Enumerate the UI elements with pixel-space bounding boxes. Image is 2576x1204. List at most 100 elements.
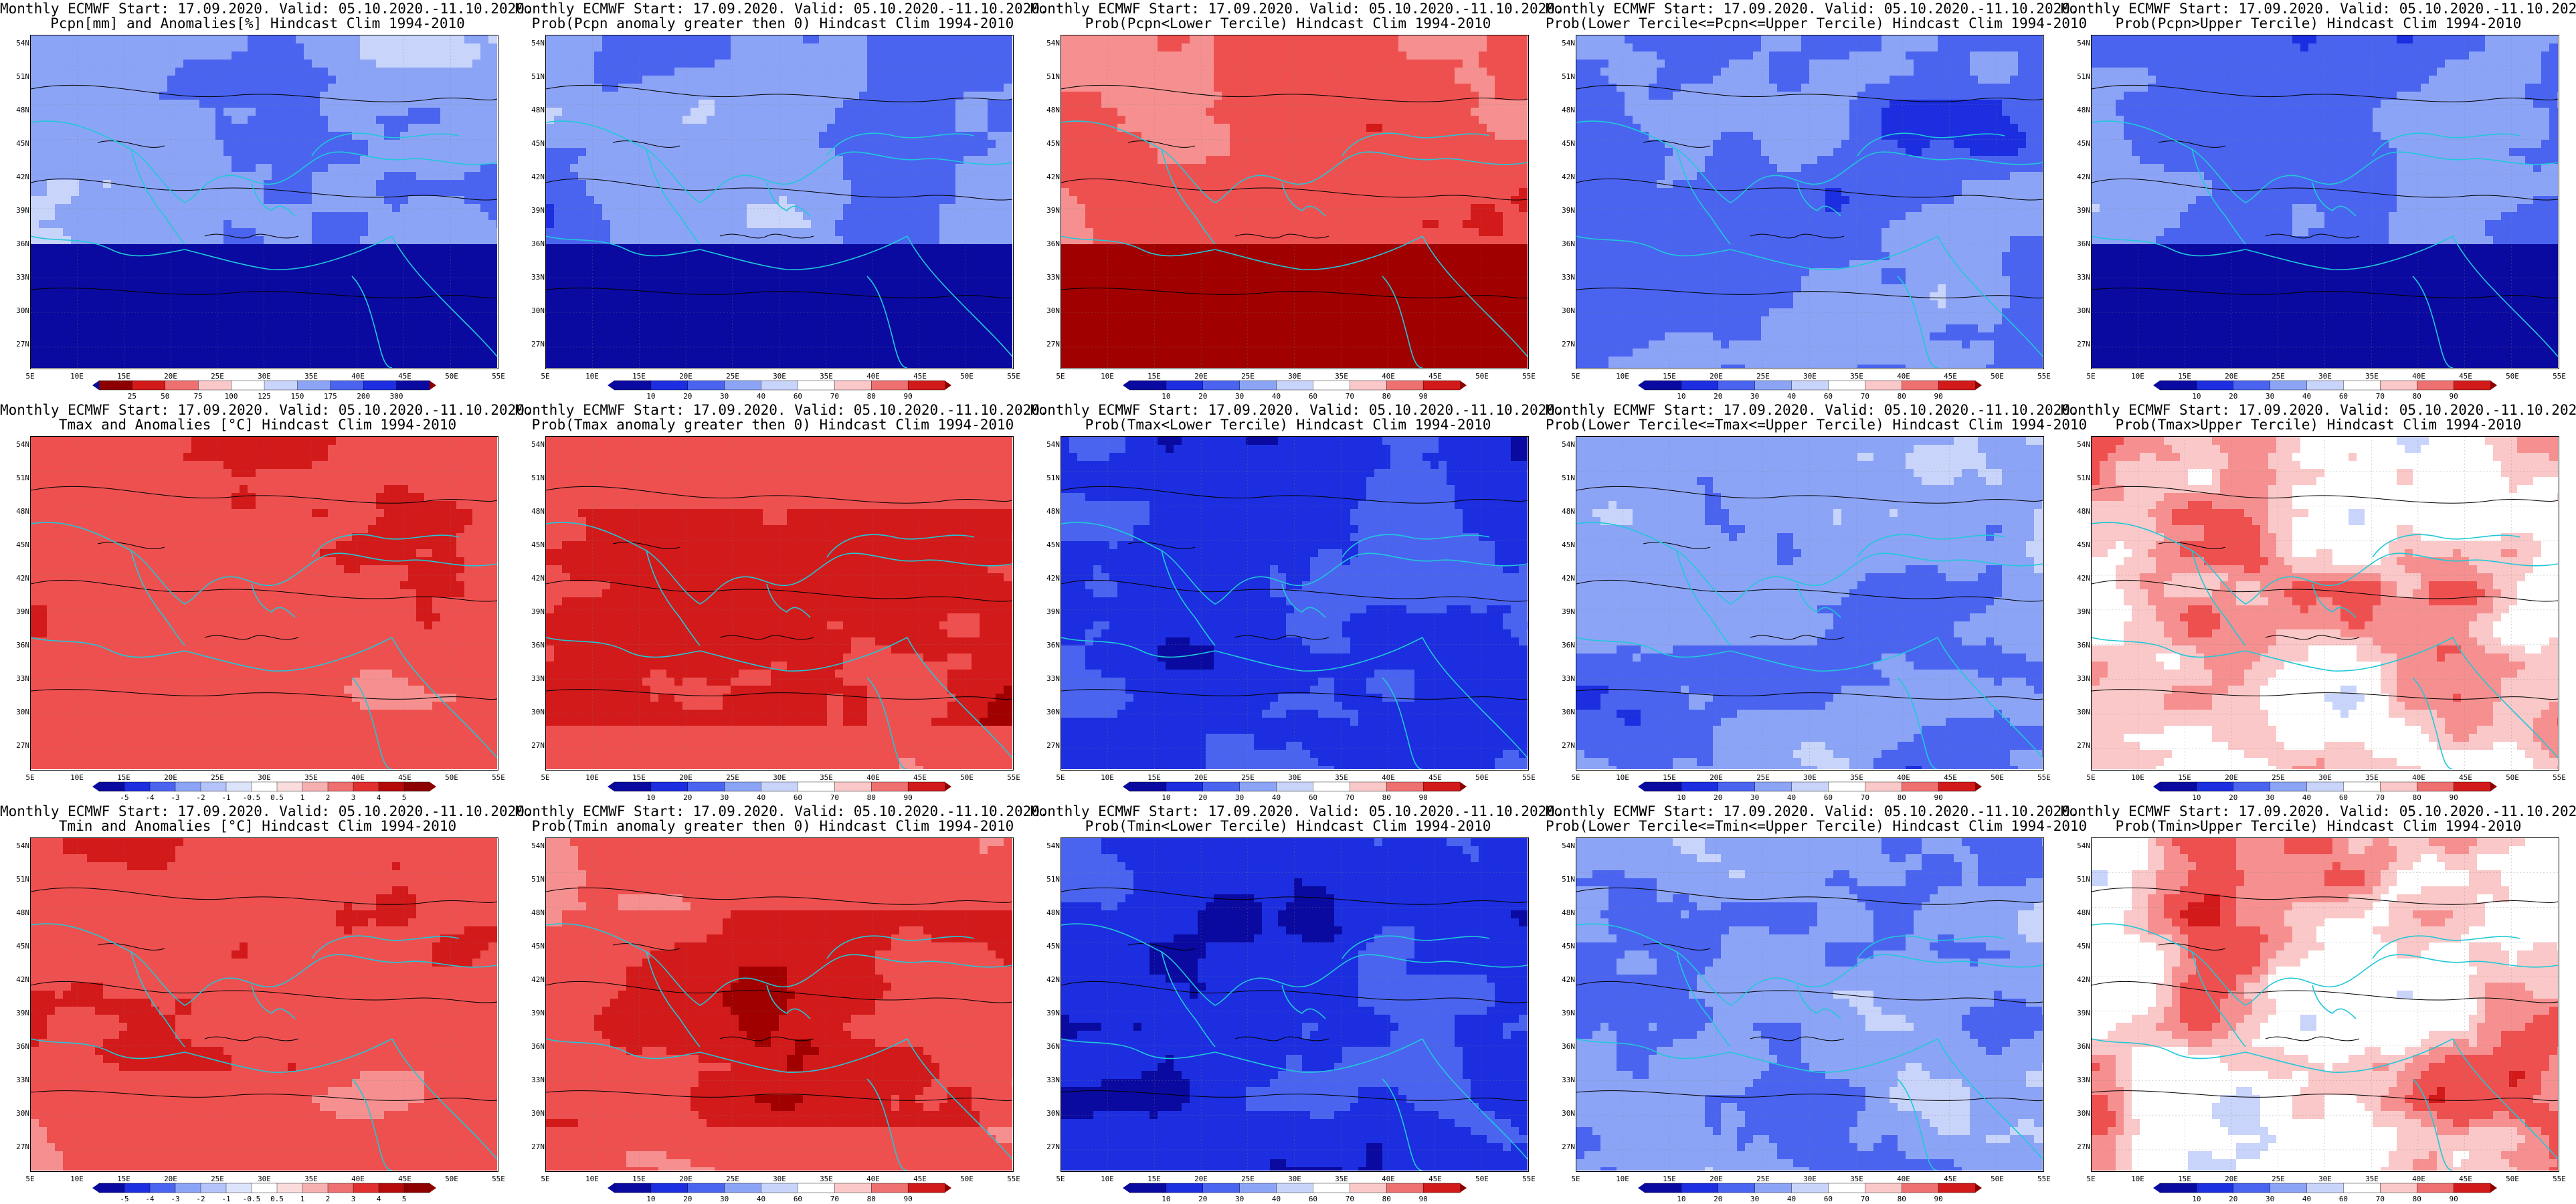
lat-label: 54N [2065,39,2090,47]
colorbar-swatch [2233,781,2271,792]
colorbar [1123,781,1467,792]
lat-label: 42N [1550,574,1575,583]
coastline [2092,235,2246,257]
lat-label: 54N [2065,440,2090,449]
lat-label: 30N [1550,306,1575,315]
map-area[interactable] [1061,837,1529,1172]
colorbar-swatch [124,1183,151,1193]
colorbar-swatch [798,380,835,391]
lat-label: 48N [4,106,29,114]
contour-line [97,542,165,549]
lon-label: 20E [1703,773,1730,782]
lat-label: 36N [519,641,545,649]
colorbar-high-arrow [1460,782,1467,791]
contour-line [1750,635,1845,640]
coastline [1161,951,1216,1047]
colorbar-label: 4 [369,1195,389,1203]
colorbar-label: 80 [861,1195,881,1203]
contour-line [31,288,497,299]
colorbar-label: 20 [1708,392,1728,401]
map-area[interactable] [545,837,1014,1172]
map-area[interactable] [1576,837,2044,1172]
lon-label: 40E [1890,372,1917,381]
map-field [1061,35,1528,368]
panel-title-line2: Prob(Pcpn<Lower Tercile) Hindcast Clim 1… [1030,16,1546,31]
colorbar-label: 70 [1340,392,1360,401]
colorbar-swatch [2453,1183,2491,1193]
panel-title-line1: Monthly ECMWF Start: 17.09.2020. Valid: … [1030,804,1564,819]
map-field [546,35,1012,368]
colorbar-label: 80 [2407,392,2427,401]
lat-label: 39N [519,607,545,616]
colorbar-swatch [1791,1183,1829,1193]
lat-label: 33N [4,1076,29,1084]
map-field [2092,35,2558,368]
lat-label: 51N [1550,72,1575,81]
lon-label: 10E [2124,1175,2151,1183]
lon-label: 40E [860,1175,887,1183]
map-area[interactable] [1061,436,1529,771]
lat-label: 30N [1034,1109,1060,1118]
lon-label: 10E [1609,372,1636,381]
colorbar-label: -1 [216,793,236,802]
lat-label: 27N [1034,1142,1060,1151]
lon-label: 25E [2265,372,2292,381]
coastline [130,148,185,245]
contour-line [2092,981,2558,1003]
map-area[interactable] [2091,837,2559,1172]
colorbar-label: 40 [1782,793,1802,802]
colorbar-swatch [251,1183,278,1193]
lat-label: 27N [2065,1142,2090,1151]
coastline [1730,637,1938,672]
map-area[interactable] [30,837,498,1172]
lat-label: 42N [4,574,29,583]
colorbar-label: 20 [1193,793,1213,802]
map-area[interactable] [30,35,498,369]
lat-label: 45N [2065,942,2090,950]
map-area[interactable] [2091,436,2559,771]
colorbar-high-arrow [945,782,951,791]
coastline [2372,935,2520,959]
lat-label: 33N [2065,674,2090,683]
lat-label: 27N [2065,741,2090,750]
lon-label: 50E [953,372,980,381]
colorbar-swatch [2453,781,2491,792]
map-area[interactable] [545,436,1014,771]
lat-label: 48N [1034,507,1060,516]
panel-title-line1: Monthly ECMWF Start: 17.09.2020. Valid: … [1030,403,1564,417]
lon-label: 15E [1656,1175,1683,1183]
colorbar-label: 70 [2370,793,2390,802]
colorbar-swatch [871,781,909,792]
map-area[interactable] [1061,35,1529,369]
map-area[interactable] [2091,35,2559,369]
coastline [1422,1038,1528,1160]
lon-label: 35E [298,1175,325,1183]
map-area[interactable] [1576,436,2044,771]
colorbar-swatch [724,1183,762,1193]
colorbar-label: 60 [2333,392,2353,401]
lat-label: 54N [4,841,29,850]
lon-label: 45E [391,1175,418,1183]
colorbar-swatch [200,1183,227,1193]
colorbar [92,781,436,792]
contour-line [1127,140,1196,148]
colorbar-label: 90 [1413,392,1433,401]
map-area[interactable] [545,35,1014,369]
colorbar-label: 70 [824,392,844,401]
colorbar-swatch [1350,1183,1387,1193]
map-panel-tmax-1: Monthly ECMWF Start: 17.09.2020. Valid: … [0,401,533,803]
colorbar-swatches [92,781,436,792]
lat-label: 54N [519,39,545,47]
panel-title-line2: Tmin and Anomalies [°C] Hindcast Clim 19… [0,819,515,833]
colorbar-label: 80 [1376,1195,1396,1203]
colorbar-low-arrow [1123,381,1129,390]
map-area[interactable] [1576,35,2044,369]
lon-label: 10E [1609,1175,1636,1183]
coastline [1382,1078,1423,1171]
contour-line [1576,689,2043,700]
coastline [2412,276,2454,368]
lon-label: 30E [1797,773,1823,782]
colorbar-label: 70 [824,793,844,802]
lon-label: 25E [1234,372,1261,381]
map-area[interactable] [30,436,498,771]
